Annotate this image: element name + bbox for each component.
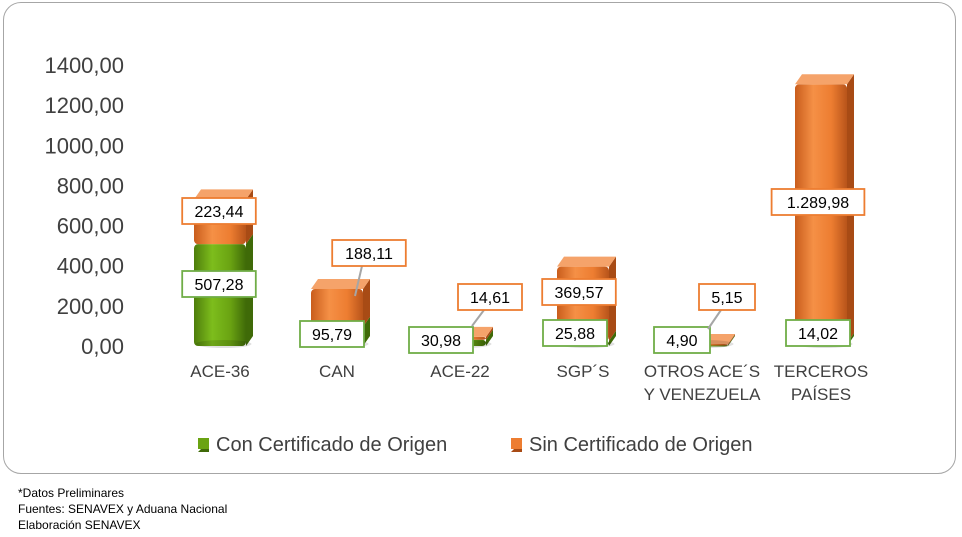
data-label-sin-certificado: 5,15 (711, 290, 742, 307)
y-tick-label: 200,00 (57, 294, 124, 319)
bar-side (609, 330, 616, 346)
x-tick-label: Y VENEZUELA (644, 385, 762, 404)
legend: Con Certificado de Origen Sin Certificado… (198, 434, 752, 456)
x-tick-label: SGP´S (557, 362, 610, 381)
bar-shadow (195, 340, 252, 348)
bar-sin-certificado (311, 289, 363, 327)
data-label-box (542, 319, 608, 347)
data-label-box (181, 197, 257, 225)
data-label-con-certificado: 25,88 (555, 326, 595, 343)
data-label-box (698, 283, 756, 311)
data-label-con-certificado: 507,28 (195, 277, 244, 294)
bar-top (194, 189, 253, 200)
data-label-con-certificado: 95,79 (312, 327, 352, 344)
bar-top (795, 74, 854, 85)
bar-side (486, 329, 493, 346)
x-axis: ACE-36 CAN ACE-22 SGP´S OTROS ACE´S Y VENEZUE… (190, 362, 868, 404)
data-labels-layer: 507,28 223,44 95,79 188,11 30,98 14,61 25,88 36… (181, 188, 866, 354)
data-label-sin-certificado: 1.289,98 (787, 195, 849, 212)
x-tick-label: CAN (319, 362, 355, 381)
bar-side (728, 335, 735, 346)
y-tick-label: 800,00 (57, 173, 124, 198)
data-label-sin-certificado: 223,44 (195, 204, 244, 221)
x-tick-label: ACE-36 (190, 362, 250, 381)
data-label-box (785, 319, 851, 347)
x-tick-label: PAÍSES (791, 385, 851, 404)
footnotes: *Datos Preliminares Fuentes: SENAVEX y A… (18, 485, 227, 533)
legend-swatch-con-certificado (198, 438, 209, 449)
bar-top (311, 279, 370, 290)
data-label-con-certificado: 30,98 (421, 333, 461, 350)
footnote-elaboration: Elaboración SENAVEX (18, 518, 141, 532)
legend-label-sin-certificado: Sin Certificado de Origen (529, 434, 752, 456)
x-tick-label: OTROS ACE´S (644, 362, 760, 381)
data-label-box (541, 278, 617, 306)
data-label-box (408, 326, 474, 354)
data-label-box (653, 326, 711, 354)
y-tick-label: 1000,00 (44, 133, 124, 158)
footnote-sources: Fuentes: SENAVEX y Aduana Nacional (18, 502, 228, 516)
bar-side (363, 279, 370, 327)
y-tick-label: 600,00 (57, 214, 124, 239)
footnote-preliminary: *Datos Preliminares (18, 486, 125, 500)
y-tick-label: 400,00 (57, 254, 124, 279)
data-label-leader (471, 309, 485, 327)
data-label-sin-certificado: 14,61 (470, 290, 510, 307)
data-label-sin-certificado: 369,57 (555, 285, 604, 302)
y-tick-label: 0,00 (81, 334, 124, 359)
y-tick-label: 1400,00 (44, 53, 124, 78)
data-label-box (770, 188, 866, 216)
data-label-box (299, 320, 365, 348)
data-label-sin-certificado: 188,11 (345, 246, 393, 263)
bar-side (728, 333, 735, 346)
data-label-con-certificado: 4,90 (666, 333, 697, 350)
data-label-box (457, 283, 523, 311)
x-tick-label: ACE-22 (430, 362, 490, 381)
bar-top (557, 256, 616, 267)
data-label-leader (707, 309, 722, 330)
bar-side (486, 326, 493, 340)
legend-swatch-sin-certificado (511, 438, 522, 449)
data-label-con-certificado: 14,02 (798, 326, 838, 343)
data-label-box (181, 270, 257, 298)
data-label-leader (354, 265, 363, 297)
y-axis: 0,00 200,00 400,00 600,00 800,00 1000,00 1200,… (44, 53, 124, 359)
data-label-box (331, 239, 407, 267)
x-tick-label: TERCEROS (774, 362, 868, 381)
y-tick-label: 1200,00 (44, 93, 124, 118)
legend-label-con-certificado: Con Certificado de Origen (216, 434, 447, 456)
